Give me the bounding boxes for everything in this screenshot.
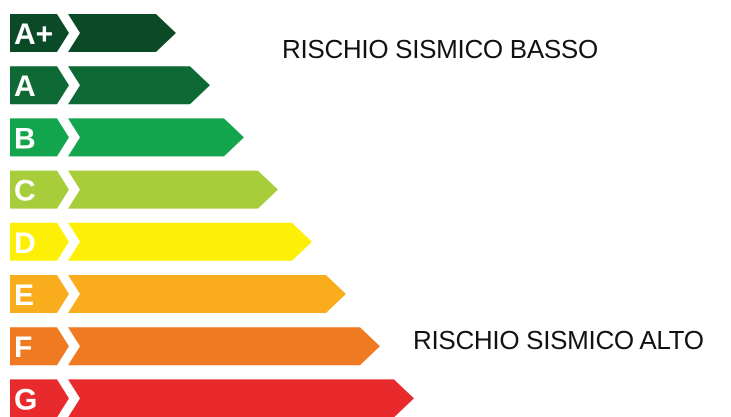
class-bar [68, 379, 414, 417]
class-label-box [10, 379, 69, 417]
low-risk-caption: RISCHIO SISMICO BASSO [282, 34, 598, 64]
class-row: D [10, 222, 312, 261]
class-label-box [10, 14, 69, 52]
class-label-box [10, 170, 69, 209]
class-bar [68, 275, 346, 313]
class-label-box [10, 275, 69, 313]
class-letter: A [14, 70, 36, 103]
class-row: G [10, 379, 414, 417]
class-label-box [10, 327, 69, 366]
class-label-box [10, 118, 69, 157]
class-bar [68, 327, 380, 366]
class-row: B [10, 118, 244, 157]
class-row: A+ [10, 14, 176, 52]
class-bar [68, 14, 176, 52]
class-bar [68, 170, 278, 209]
class-letter: E [14, 279, 34, 312]
high-risk-caption: RISCHIO SISMICO ALTO [413, 325, 704, 355]
class-label-box [10, 222, 69, 261]
class-row: E [10, 275, 346, 313]
class-bar [68, 118, 244, 157]
class-letter: B [14, 122, 36, 155]
class-label-box [10, 66, 69, 105]
class-letter: F [14, 331, 32, 364]
class-letter: C [14, 175, 36, 208]
class-letter: G [14, 383, 37, 416]
class-letter: D [14, 227, 36, 260]
class-bar [68, 66, 210, 105]
class-letter: A+ [14, 18, 53, 51]
class-row: F [10, 327, 380, 366]
class-row: A [10, 66, 210, 105]
class-row: C [10, 170, 278, 209]
class-bar [68, 222, 312, 261]
